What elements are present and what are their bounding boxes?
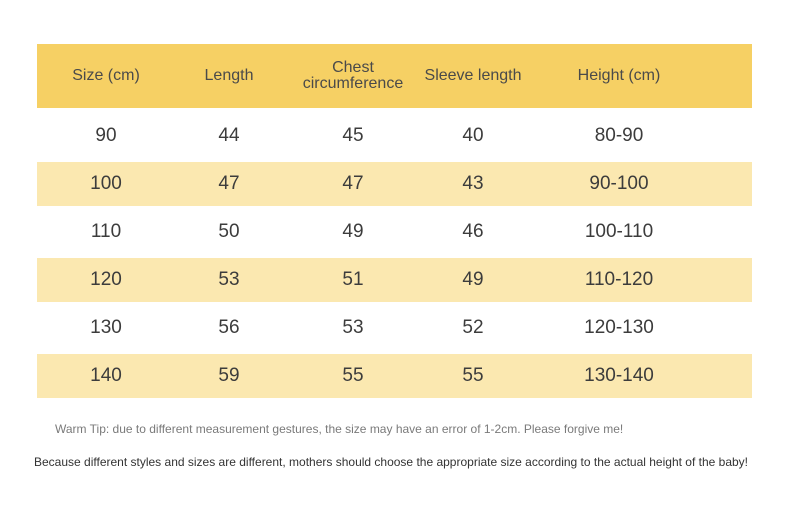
cell-height: 80-90 (594, 125, 644, 146)
cell-height: 100-110 (584, 221, 654, 242)
header-chest-line1: Chest (332, 59, 374, 76)
cell-length: 50 (218, 221, 240, 242)
warm-tip-text: Warm Tip: due to different measurement g… (55, 422, 624, 436)
header-length: Length (204, 67, 254, 84)
header-height: Height (cm) (577, 67, 661, 84)
cell-chest: 55 (342, 365, 364, 386)
cell-size: 90 (95, 125, 117, 146)
header-sleeve-length: Sleeve length (424, 67, 522, 84)
cell-sleeve: 43 (462, 173, 484, 194)
table-row: 140 59 55 55 130-140 (37, 354, 752, 398)
size-advice-text: Because different styles and sizes are d… (34, 455, 748, 469)
cell-size: 100 (90, 173, 122, 194)
cell-sleeve: 40 (462, 125, 484, 146)
table-row: 110 50 49 46 100-110 (37, 210, 752, 254)
cell-chest: 49 (342, 221, 364, 242)
table-row: 100 47 47 43 90-100 (37, 162, 752, 206)
table-row: 120 53 51 49 110-120 (37, 258, 752, 302)
cell-size: 120 (90, 269, 122, 290)
cell-length: 47 (218, 173, 240, 194)
cell-height: 110-120 (584, 269, 654, 290)
cell-height: 90-100 (589, 173, 649, 194)
header-chest-line2: circumference (302, 75, 404, 92)
cell-size: 140 (90, 365, 122, 386)
table-header-row: Size (cm) Length Chest circumference Sle… (37, 44, 752, 108)
cell-length: 59 (218, 365, 240, 386)
table-row: 90 44 45 40 80-90 (37, 114, 752, 158)
header-chest-circumference: Chest circumference (289, 44, 417, 108)
cell-sleeve: 49 (462, 269, 484, 290)
cell-height: 120-130 (584, 317, 654, 338)
cell-chest: 47 (342, 173, 364, 194)
cell-size: 110 (90, 221, 122, 242)
table-row: 130 56 53 52 120-130 (37, 306, 752, 350)
cell-size: 130 (90, 317, 122, 338)
cell-length: 53 (218, 269, 240, 290)
cell-height: 130-140 (584, 365, 654, 386)
cell-length: 44 (218, 125, 240, 146)
size-chart-table: Size (cm) Length Chest circumference Sle… (37, 44, 752, 398)
cell-sleeve: 55 (462, 365, 484, 386)
cell-sleeve: 46 (462, 221, 484, 242)
cell-chest: 45 (342, 125, 364, 146)
cell-chest: 53 (342, 317, 364, 338)
cell-chest: 51 (342, 269, 364, 290)
header-size: Size (cm) (72, 67, 140, 84)
cell-length: 56 (218, 317, 240, 338)
cell-sleeve: 52 (462, 317, 484, 338)
